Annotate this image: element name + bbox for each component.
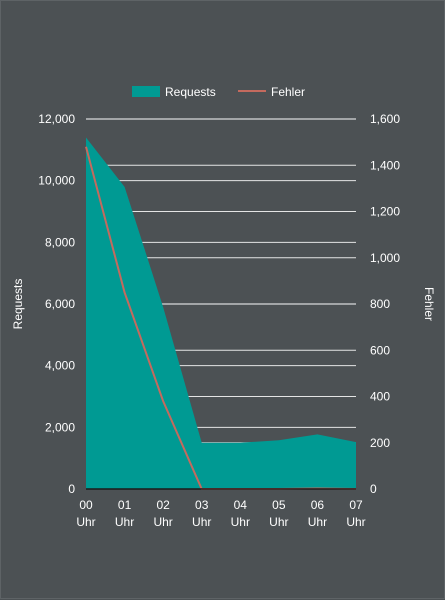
y-axis-left: 0 2,000 4,000 6,000 8,000 10,000 12,000: [38, 112, 75, 496]
x-tick-label-part: 01: [118, 498, 132, 512]
y-left-tick-label: 10,000: [38, 174, 75, 188]
x-tick-label-part: Uhr: [308, 515, 327, 529]
x-tick-label: 03 Uhr: [192, 498, 211, 529]
y-right-tick-label: 1,200: [370, 205, 400, 219]
x-tick-label-part: 02: [156, 498, 170, 512]
y-right-tick-label: 1,400: [370, 158, 400, 172]
y-axis-right-title: Fehler: [422, 287, 436, 321]
x-tick-label-part: Uhr: [153, 515, 172, 529]
y-left-tick-label: 6,000: [45, 297, 75, 311]
y-left-tick-label: 0: [68, 482, 75, 496]
x-tick-label: 05 Uhr: [269, 498, 288, 529]
legend: Requests Fehler: [132, 85, 305, 99]
x-tick-label-part: 06: [311, 498, 325, 512]
y-right-tick-label: 400: [370, 390, 390, 404]
x-tick-label-part: Uhr: [115, 515, 134, 529]
x-tick-label: 02 Uhr: [153, 498, 172, 529]
legend-item-fehler[interactable]: Fehler: [238, 85, 305, 99]
x-tick-label: 04 Uhr: [231, 498, 250, 529]
x-tick-label-part: Uhr: [231, 515, 250, 529]
x-tick-label-part: Uhr: [269, 515, 288, 529]
x-tick-label: 01 Uhr: [115, 498, 134, 529]
legend-label-fehler: Fehler: [271, 85, 305, 99]
requests-area: [86, 137, 356, 489]
legend-label-requests: Requests: [165, 85, 216, 99]
x-tick-label-part: 05: [272, 498, 286, 512]
y-left-tick-label: 8,000: [45, 235, 75, 249]
legend-item-requests[interactable]: Requests: [132, 85, 216, 99]
y-right-tick-label: 0: [370, 482, 377, 496]
y-axis-right: 0 200 400 600 800 1,000 1,200 1,400 1,600: [370, 112, 400, 496]
y-right-tick-label: 200: [370, 436, 390, 450]
x-tick-label: 00 Uhr: [76, 498, 95, 529]
y-right-tick-label: 800: [370, 297, 390, 311]
x-tick-label-part: 04: [234, 498, 248, 512]
y-right-tick-label: 1,000: [370, 251, 400, 265]
y-left-tick-label: 12,000: [38, 112, 75, 126]
y-left-tick-label: 4,000: [45, 359, 75, 373]
y-right-tick-label: 600: [370, 343, 390, 357]
x-tick-label-part: Uhr: [192, 515, 211, 529]
x-tick-label-part: 07: [349, 498, 363, 512]
y-left-tick-label: 2,000: [45, 420, 75, 434]
x-tick-label: 06 Uhr: [308, 498, 327, 529]
x-tick-label: 07 Uhr: [346, 498, 365, 529]
x-tick-label-part: 03: [195, 498, 209, 512]
x-tick-label-part: Uhr: [76, 515, 95, 529]
legend-swatch-requests: [132, 86, 160, 97]
x-tick-label-part: 00: [79, 498, 93, 512]
requests-series: [86, 137, 356, 489]
y-right-tick-label: 1,600: [370, 112, 400, 126]
y-axis-left-title: Requests: [11, 279, 25, 330]
x-axis-ticks: 00 Uhr 01 Uhr 02 Uhr 03 Uhr 04 Uhr 05 Uhr 06 Uhr 07 Uhr: [76, 498, 365, 529]
x-tick-label-part: Uhr: [346, 515, 365, 529]
